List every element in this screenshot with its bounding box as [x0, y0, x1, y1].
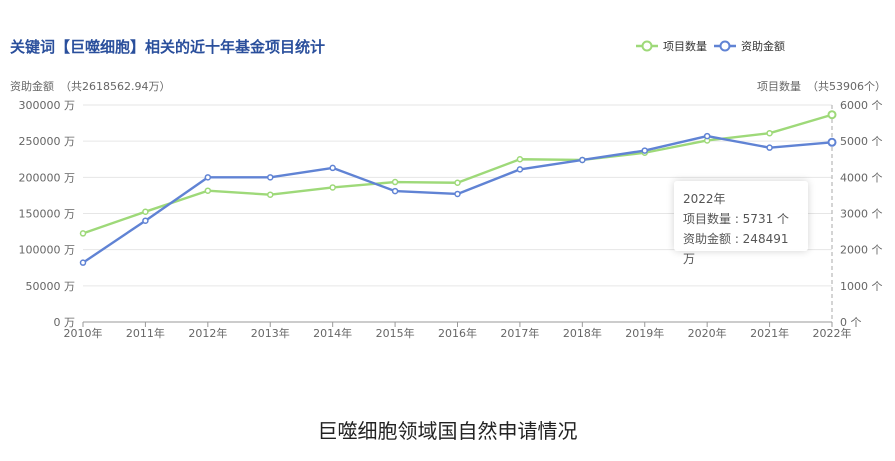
data-point[interactable] — [142, 217, 149, 224]
legend-item[interactable]: 项目数量 — [636, 40, 707, 53]
legend-swatch-marker — [719, 40, 731, 52]
x-tick-label: 2021年 — [750, 326, 789, 340]
data-point[interactable] — [766, 129, 773, 137]
left-tick-label: 0 万 — [54, 316, 76, 329]
data-point[interactable] — [329, 184, 336, 191]
x-tick-label: 2016年 — [438, 326, 477, 340]
x-tick-label: 2015年 — [376, 326, 415, 340]
left-tick-label: 100000 万 — [19, 244, 76, 257]
data-point[interactable] — [391, 178, 399, 186]
tooltip-count: 项目数量 : 5731 个 — [683, 212, 790, 226]
left-tick-label: 50000 万 — [26, 280, 76, 293]
left-axis-label: 资助金额 （共2618562.94万） — [10, 79, 170, 93]
data-point[interactable] — [267, 191, 274, 198]
chart-title: 关键词【巨噬细胞】相关的近十年基金项目统计 — [10, 38, 325, 56]
data-point[interactable] — [454, 179, 461, 187]
data-point[interactable] — [142, 208, 149, 215]
x-tick-label: 2022年 — [813, 326, 852, 340]
data-point[interactable] — [766, 144, 773, 151]
data-point[interactable] — [827, 110, 837, 120]
data-point[interactable] — [204, 187, 212, 194]
x-tick-label: 2010年 — [64, 326, 103, 340]
data-point[interactable] — [641, 147, 648, 154]
data-point[interactable] — [79, 259, 87, 266]
legend-label: 资助金额 — [741, 39, 785, 53]
right-tick-label: 4000 个 — [840, 171, 883, 184]
right-tick-label: 6000 个 — [840, 99, 883, 112]
data-point[interactable] — [516, 166, 524, 173]
left-tick-label: 300000 万 — [19, 99, 76, 112]
x-tick-label: 2019年 — [625, 326, 664, 340]
legend[interactable]: 项目数量 资助金额 — [636, 39, 785, 53]
data-point[interactable] — [391, 187, 399, 195]
data-point[interactable] — [703, 132, 711, 140]
x-tick-label: 2017年 — [500, 326, 539, 340]
legend-swatch-marker — [641, 40, 653, 52]
right-tick-label: 0 个 — [840, 316, 862, 329]
x-tick-label: 2013年 — [251, 326, 290, 340]
x-tick-label: 2011年 — [126, 326, 165, 340]
figure-caption: 巨噬细胞领域国自然申请情况 — [317, 419, 578, 443]
legend-item[interactable]: 资助金额 — [714, 39, 785, 53]
tooltip-amount: 资助金额 : 248491 万 — [683, 232, 789, 266]
data-point[interactable] — [516, 156, 524, 163]
data-point[interactable] — [79, 230, 87, 237]
data-point[interactable] — [204, 174, 212, 181]
right-tick-label: 3000 个 — [840, 208, 883, 221]
axes: 0 万 50000 万 100000 万 150000 万 200000 万 250000… — [19, 99, 883, 340]
left-tick-label: 250000 万 — [19, 135, 76, 148]
data-point[interactable] — [579, 156, 586, 164]
data-point[interactable] — [329, 164, 336, 172]
legend-label: 项目数量 — [663, 40, 707, 53]
right-tick-label: 5000 个 — [840, 135, 883, 148]
series-lines[interactable] — [79, 110, 837, 266]
x-tick-label: 2014年 — [313, 326, 352, 340]
line-chart: 关键词【巨噬细胞】相关的近十年基金项目统计 项目数量 资助金额 资助金额 （共261… — [10, 38, 886, 340]
x-tick-label: 2018年 — [563, 326, 602, 340]
tooltip: 2022年 项目数量 : 5731 个 资助金额 : 248491 万 — [674, 181, 808, 266]
right-axis-label: 项目数量 （共53906个） — [757, 80, 886, 93]
data-point[interactable] — [267, 174, 274, 181]
x-tick-label: 2012年 — [188, 326, 227, 340]
right-tick-label: 2000 个 — [840, 244, 883, 257]
left-tick-label: 200000 万 — [19, 171, 76, 184]
x-tick-label: 2020年 — [688, 326, 727, 340]
right-tick-label: 1000 个 — [840, 280, 883, 293]
data-point[interactable] — [454, 190, 461, 198]
data-point[interactable] — [827, 137, 837, 147]
left-tick-label: 150000 万 — [19, 208, 76, 221]
tooltip-title: 2022年 — [683, 192, 726, 206]
